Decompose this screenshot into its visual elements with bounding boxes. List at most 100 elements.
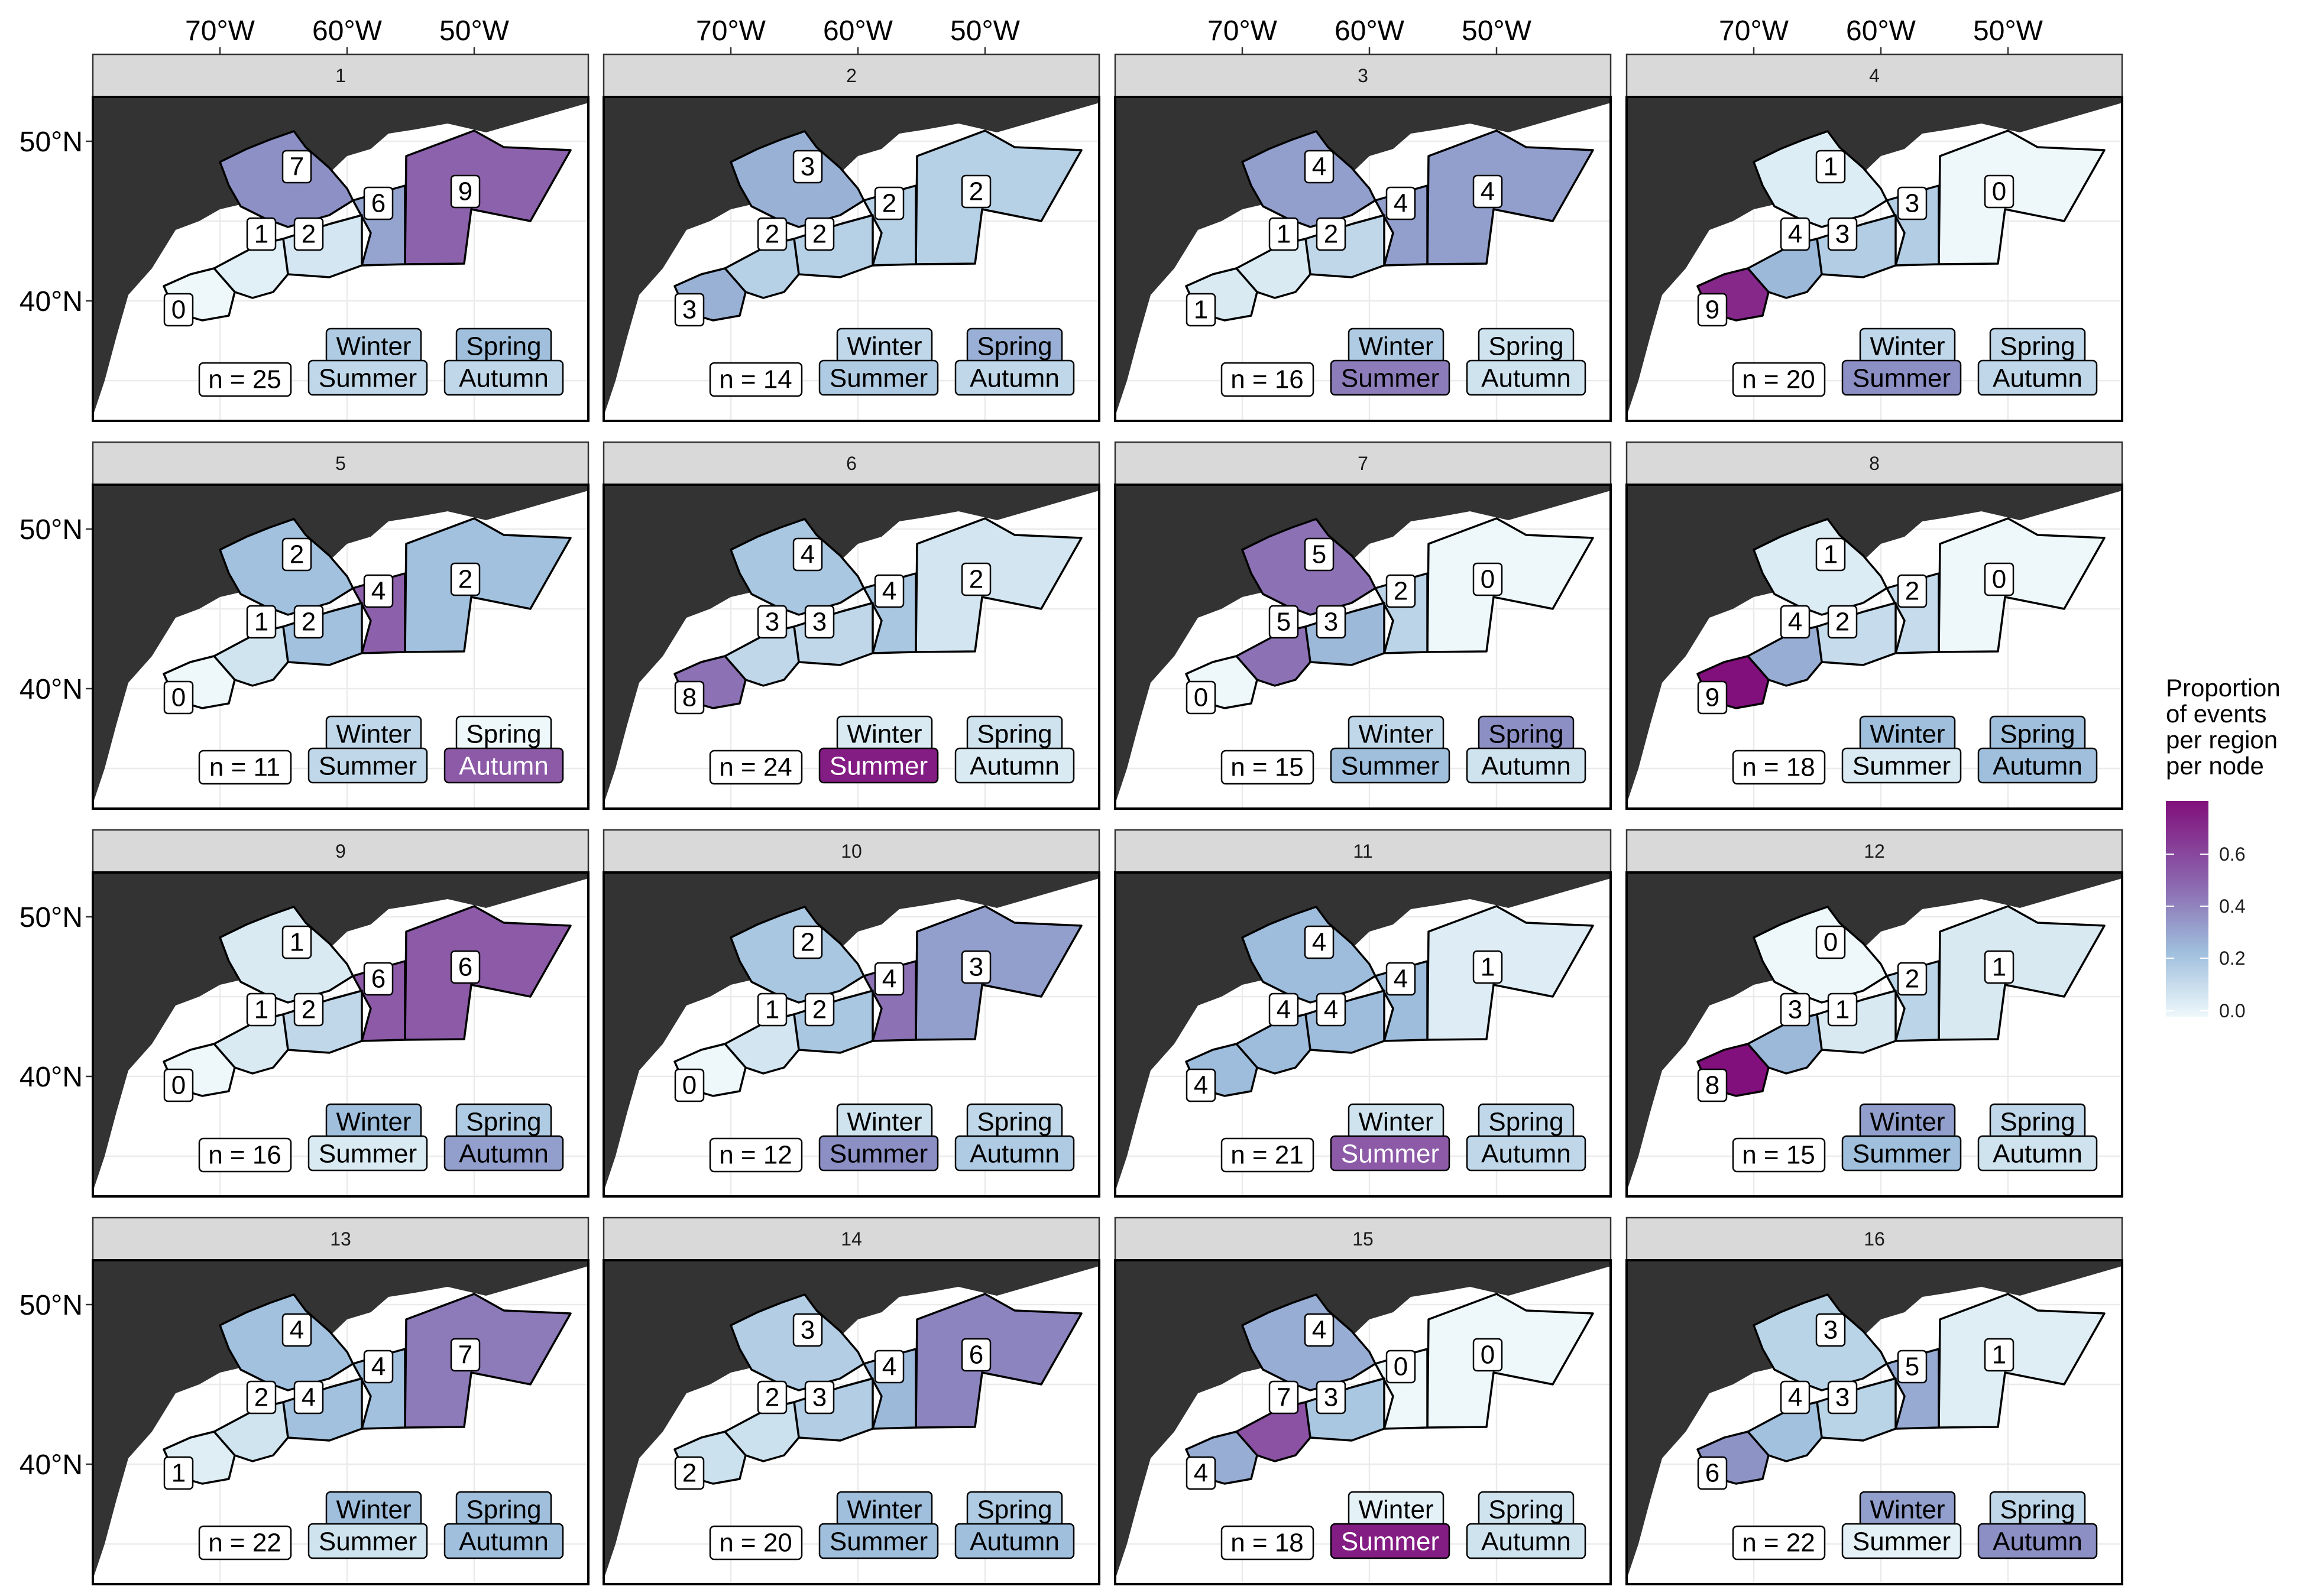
region-count-label: 4 [371,1352,386,1381]
panel-border [92,484,590,810]
legend-tick-label: 0.6 [2219,844,2245,865]
latitude-tick-label: 40°N [20,286,83,317]
map-area: 2 4 2 1 0 2 n = 11 Winter Spring Summer Autumn [93,485,588,809]
region-count-box [1268,605,1299,639]
region-count-label: 3 [1835,220,1850,249]
region-count-box [757,992,788,1027]
region-count-box [281,537,312,572]
region-count-box [1827,217,1858,251]
region-count-label: 4 [882,577,896,606]
map-area: 0 2 2 4 9 1 n = 18 Winter Spring Summer Autumn [1627,485,2122,809]
legend-tick-label: 0.0 [2219,1000,2245,1021]
longitude-axis: 70°W 60°W 50°W 70°W 60°W 50°W 70°W 60°W 50°W 70°W… [185,15,2043,54]
longitude-tick-label: 70°W [185,15,255,47]
facet-strip [92,53,590,98]
region-count-label: 2 [682,1459,697,1488]
season-label-spring: Spring [2000,720,2075,749]
season-label-winter: Winter [1870,1108,1945,1137]
season-box-autumn [954,359,1075,396]
sample-size-box [1732,1137,1826,1173]
region-count-box [293,605,324,639]
sample-size-label: n = 25 [208,365,281,394]
season-box-autumn [1466,359,1586,396]
facet-strip [603,1217,1100,1261]
region-count-label: 2 [1835,608,1850,637]
sample-size-box [1220,362,1314,397]
longitude-tick-label: 50°W [1973,15,2043,47]
region-northeast-east [404,517,572,653]
season-label-summer: Summer [1341,364,1439,393]
sample-size-box [1220,1525,1314,1561]
region-northeast-east [1426,1293,1594,1429]
region-count-label: 4 [1277,995,1291,1024]
region-count-box [163,293,194,327]
region-count-label: 1 [1992,1341,2006,1370]
sample-size-label: n = 20 [1742,365,1815,394]
season-box-autumn [1977,359,2098,396]
facet-strip-label: 3 [1358,65,1368,86]
region-count-box [804,605,835,639]
sample-size-box [198,362,292,397]
season-label-winter: Winter [336,720,411,749]
legend-title-line-3: per region [2166,726,2278,754]
sample-size-box [198,1137,292,1173]
region-count-box [1304,537,1335,572]
landmass [1115,97,1611,416]
map-area: 6 6 2 1 0 1 n = 16 Winter Spring Summer Autumn [93,872,588,1196]
region-count-label: 1 [290,928,304,957]
color-legend: Proportion of events per region per node… [2166,674,2281,1021]
region-count-box [1815,537,1846,572]
season-label-spring: Spring [977,1496,1052,1524]
region-count-box [1385,962,1416,996]
panel-border [1625,96,2123,422]
region-count-box [1385,186,1416,220]
region-count-box [1780,1380,1811,1415]
map-area: 1 5 3 4 6 3 n = 22 Winter Spring Summer Autumn [1627,1260,2122,1584]
region-count-box [1304,150,1335,184]
facet-strip-label: 1 [335,65,346,86]
latitude-tick-label: 50°N [20,126,83,158]
map-area: 2 4 3 3 8 4 n = 24 Winter Spring Summer Autumn [604,485,1099,809]
region-count-box [363,186,394,220]
region-count-label: 2 [1324,220,1338,249]
season-label-spring: Spring [2000,1496,2075,1524]
region-count-box [874,962,905,996]
region-count-box [792,150,823,184]
region-count-label: 1 [1194,296,1208,325]
region-count-label: 4 [1394,965,1408,994]
landmass [1115,1260,1611,1579]
region-count-label: 2 [969,565,983,594]
region-count-label: 8 [1705,1071,1719,1100]
region-count-box [163,680,194,715]
sample-size-box [198,750,292,785]
facet-strip-label: 14 [841,1228,862,1250]
region-northeast-east [915,1293,1083,1429]
region-count-box [1897,574,1928,608]
longitude-tick-label: 50°W [1462,15,1532,47]
facet-panel: 5 2 4 2 1 0 2 n = 11 Winter Spring Summer Autumn [92,441,590,810]
latitude-tick-label: 40°N [20,674,83,705]
sample-size-box [709,1525,803,1561]
region-count-label: 2 [1394,577,1408,606]
latitude-tick-label: 40°N [20,1062,83,1093]
season-label-winter: Winter [847,332,922,361]
region-count-label: 0 [171,296,186,325]
region-count-label: 7 [290,153,304,181]
region-count-box [674,293,705,327]
region-count-label: 6 [458,953,472,982]
sample-size-box [709,750,803,785]
region-northeast-east [915,905,1083,1041]
season-label-summer: Summer [830,364,928,393]
region-count-box [293,217,324,251]
region-count-box [1780,605,1811,639]
longitude-tick-label: 60°W [1335,15,1405,47]
facet-strip [1625,829,2123,874]
region-count-box [1780,217,1811,251]
region-count-box [1984,950,2014,984]
season-label-autumn: Autumn [459,1140,549,1169]
season-label-winter: Winter [1870,1496,1945,1524]
region-count-label: 6 [969,1341,983,1370]
region-count-box [163,1456,194,1490]
